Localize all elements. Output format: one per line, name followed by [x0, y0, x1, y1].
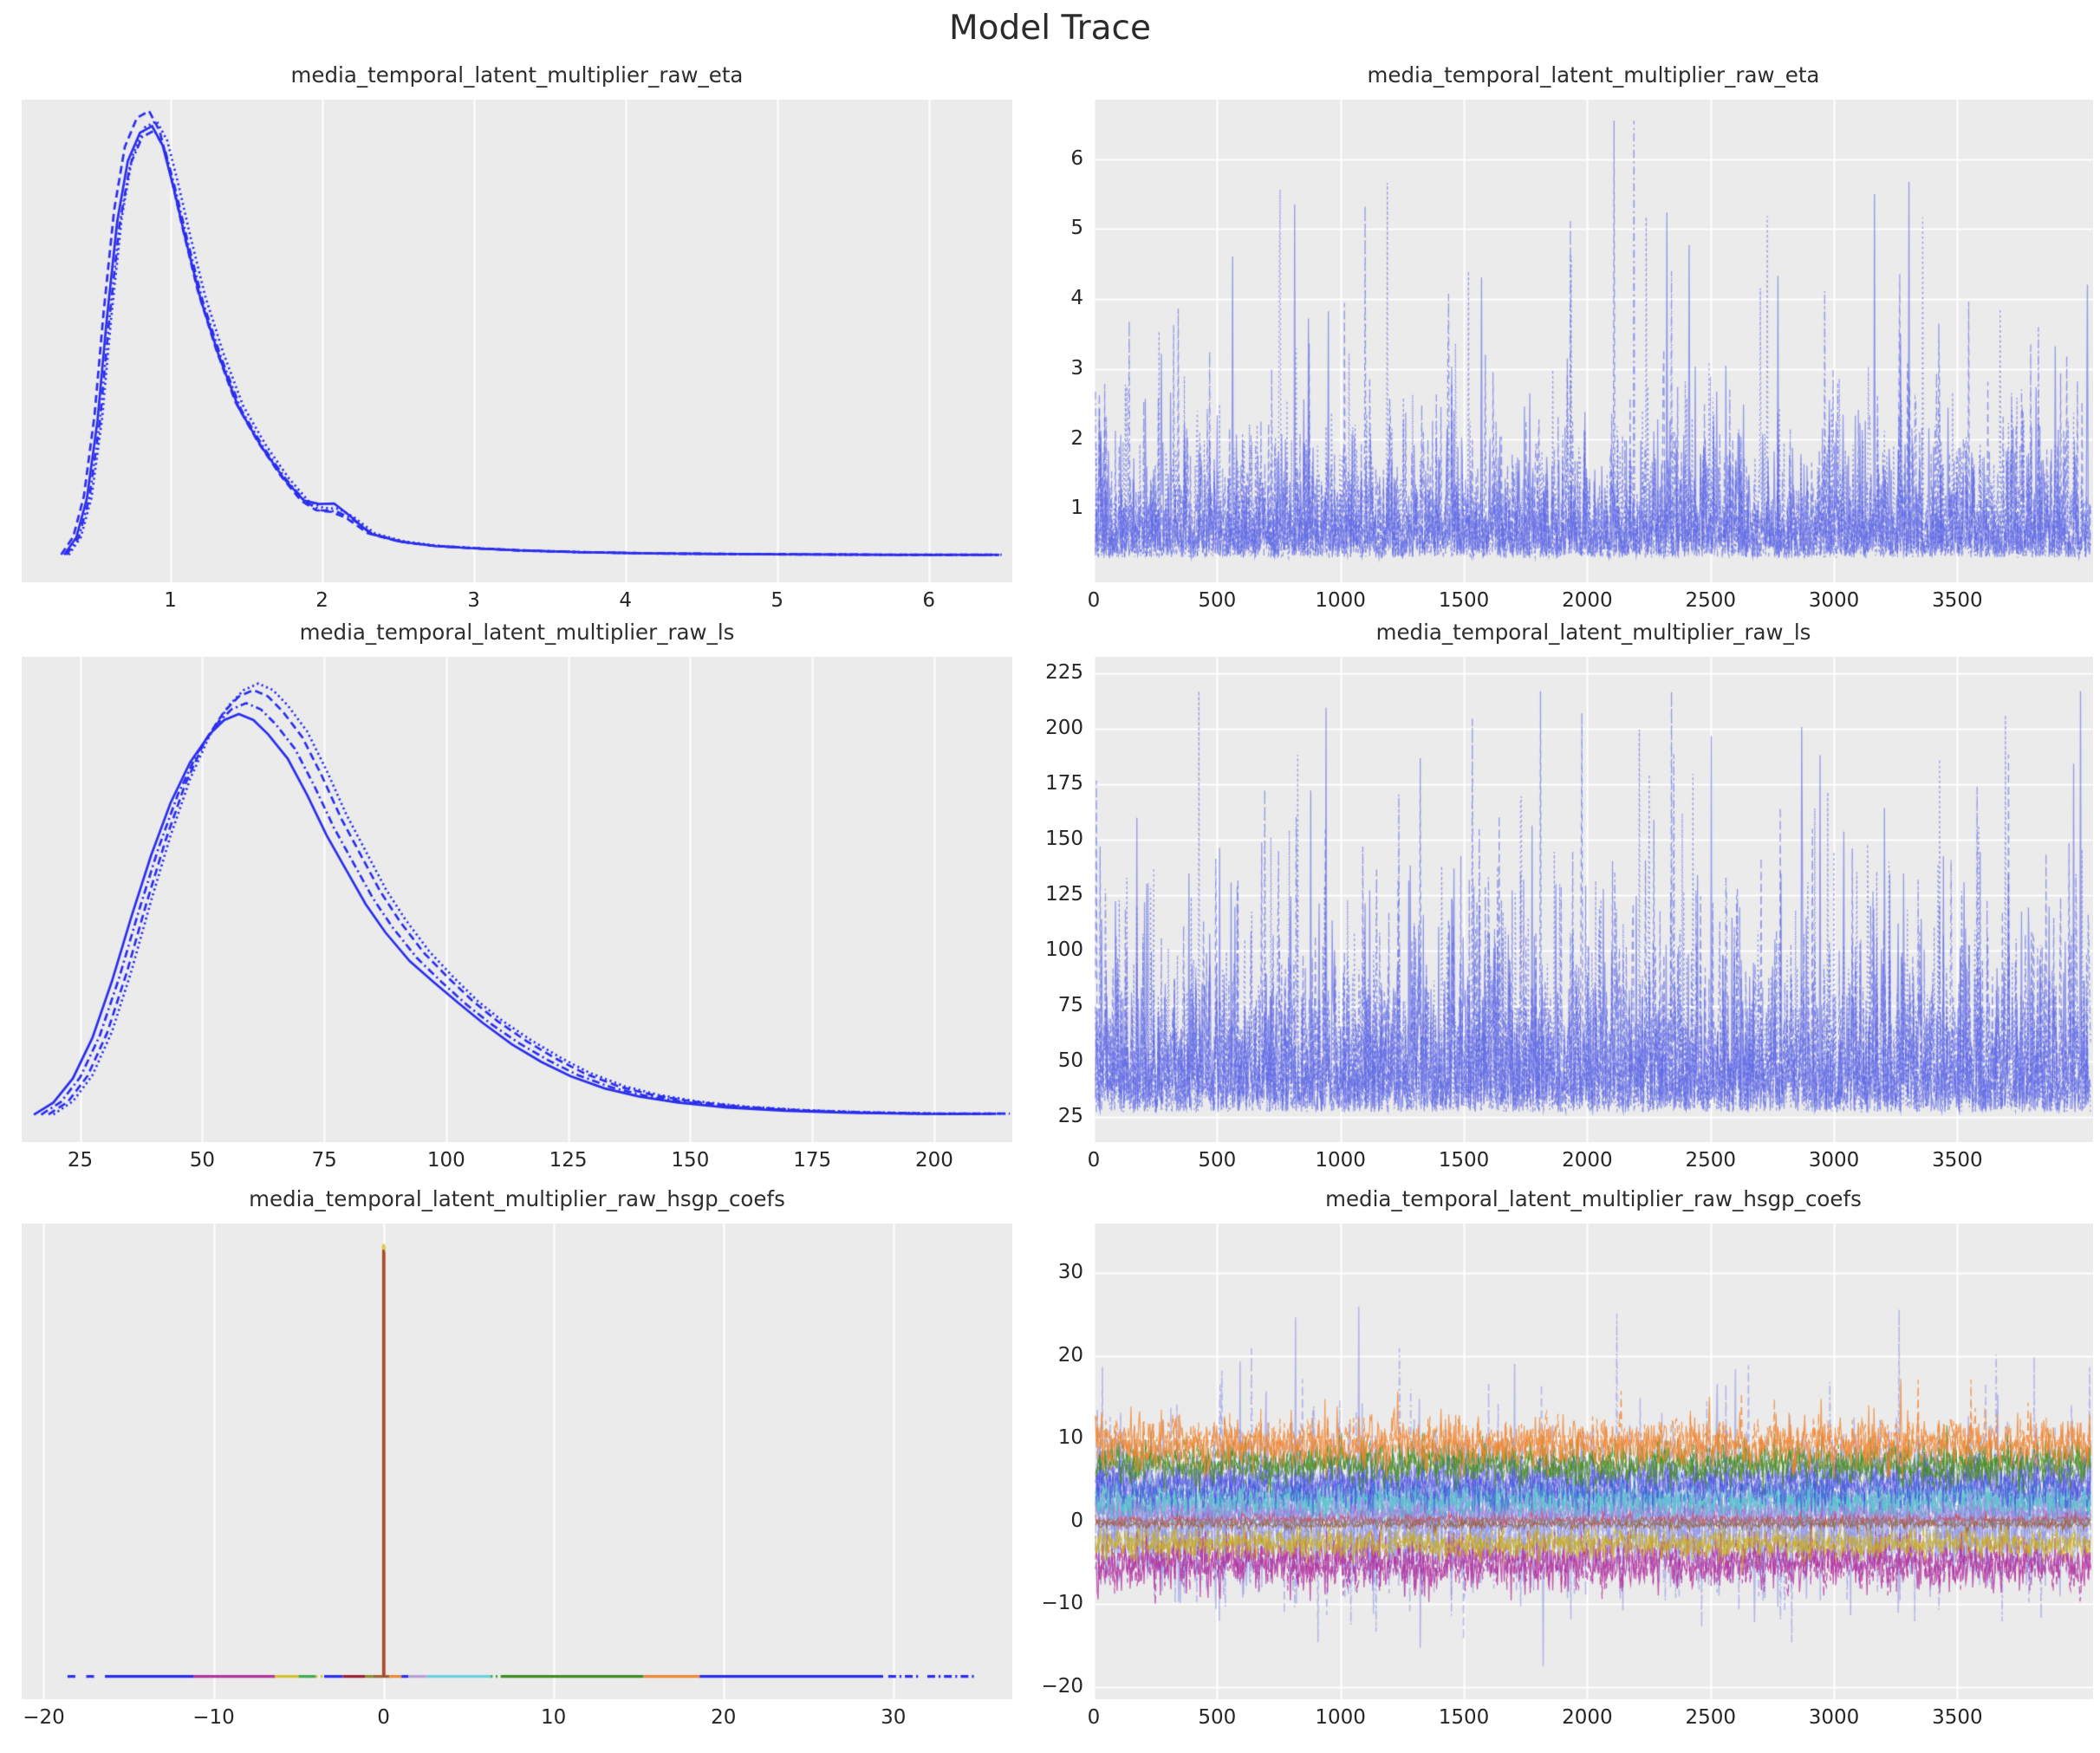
x-tick-label: 50	[189, 1149, 215, 1172]
x-tick-label: 3	[467, 589, 480, 612]
y-tick-label: 125	[1045, 882, 1083, 906]
y-tick-label: −20	[1041, 1674, 1083, 1698]
subplot-title-ls-kde: media_temporal_latent_multiplier_raw_ls	[299, 620, 735, 645]
plot-canvas-ls-trace	[1094, 657, 2093, 1142]
y-tick-label: 6	[1070, 146, 1083, 170]
y-tick-label: 0	[1070, 1509, 1083, 1532]
subplot-title-eta-trace: media_temporal_latent_multiplier_raw_eta	[1367, 62, 1820, 88]
x-tick-label: 1500	[1438, 1706, 1490, 1729]
x-tick-label: 3500	[1932, 1706, 1983, 1729]
x-tick-label: 4	[619, 589, 632, 612]
x-tick-label: 125	[549, 1149, 588, 1172]
x-tick-label: 175	[793, 1149, 832, 1172]
y-tick-label: 4	[1070, 287, 1083, 310]
x-tick-label: 3500	[1932, 1149, 1983, 1172]
y-tick-label: 100	[1045, 938, 1083, 961]
subplot-title-eta-kde: media_temporal_latent_multiplier_raw_eta	[290, 62, 744, 88]
x-tick-label: 0	[377, 1706, 390, 1729]
y-tick-label: 225	[1045, 661, 1083, 685]
x-tick-label: 500	[1198, 1706, 1237, 1729]
x-tick-label: 2500	[1685, 1706, 1736, 1729]
x-tick-label: 25	[67, 1149, 94, 1172]
x-tick-label: 30	[881, 1706, 907, 1729]
y-tick-label: 2	[1070, 426, 1083, 450]
y-tick-label: 30	[1057, 1261, 1083, 1284]
x-tick-label: 1	[164, 589, 177, 612]
plot-canvas-eta-trace	[1094, 100, 2093, 582]
y-tick-label: 5	[1070, 217, 1083, 240]
x-tick-label: 500	[1198, 589, 1237, 612]
x-tick-label: 6	[922, 589, 936, 612]
x-tick-label: 1000	[1315, 1706, 1366, 1729]
x-tick-label: 3000	[1808, 1706, 1860, 1729]
x-tick-label: 2000	[1562, 589, 1613, 612]
y-tick-label: 1	[1070, 497, 1083, 520]
x-tick-label: 0	[1087, 1706, 1101, 1729]
y-tick-label: 150	[1045, 827, 1083, 850]
x-tick-label: 200	[914, 1149, 953, 1172]
x-tick-label: 0	[1087, 589, 1101, 612]
x-tick-label: 1500	[1438, 589, 1490, 612]
y-tick-label: 175	[1045, 772, 1083, 795]
x-tick-label: 20	[711, 1706, 737, 1729]
y-tick-label: 50	[1057, 1049, 1083, 1072]
x-tick-label: −10	[192, 1706, 235, 1729]
x-tick-label: 2500	[1685, 589, 1736, 612]
subplot-title-hsgp-trace: media_temporal_latent_multiplier_raw_hsg…	[1325, 1186, 1862, 1211]
x-tick-label: 1000	[1315, 589, 1366, 612]
plot-canvas-hsgp-kde	[22, 1224, 1012, 1699]
x-tick-label: 5	[770, 589, 783, 612]
x-tick-label: 2000	[1562, 1706, 1613, 1729]
y-tick-label: 75	[1057, 993, 1083, 1016]
x-tick-label: 100	[426, 1149, 465, 1172]
y-tick-label: 10	[1057, 1426, 1083, 1450]
x-tick-label: −20	[23, 1706, 65, 1729]
subplot-title-ls-trace: media_temporal_latent_multiplier_raw_ls	[1375, 620, 1811, 645]
y-tick-label: 25	[1057, 1104, 1083, 1127]
y-tick-label: −10	[1041, 1592, 1083, 1615]
subplot-title-hsgp-kde: media_temporal_latent_multiplier_raw_hsg…	[249, 1186, 785, 1211]
x-tick-label: 3500	[1932, 589, 1983, 612]
x-tick-label: 500	[1198, 1149, 1237, 1172]
x-tick-label: 150	[671, 1149, 710, 1172]
x-tick-label: 3000	[1808, 589, 1860, 612]
y-tick-label: 3	[1070, 356, 1083, 380]
x-tick-label: 10	[541, 1706, 567, 1729]
x-tick-label: 1000	[1315, 1149, 1366, 1172]
plot-canvas-ls-kde	[22, 657, 1012, 1142]
x-tick-label: 2	[315, 589, 328, 612]
x-tick-label: 0	[1087, 1149, 1101, 1172]
y-tick-label: 20	[1057, 1343, 1083, 1367]
x-tick-label: 3000	[1808, 1149, 1860, 1172]
figure-title: Model Trace	[949, 9, 1151, 48]
y-tick-label: 200	[1045, 717, 1083, 740]
x-tick-label: 2500	[1685, 1149, 1736, 1172]
plot-canvas-hsgp-trace	[1094, 1224, 2093, 1699]
x-tick-label: 75	[311, 1149, 337, 1172]
plot-canvas-eta-kde	[22, 100, 1012, 582]
x-tick-label: 1500	[1438, 1149, 1490, 1172]
x-tick-label: 2000	[1562, 1149, 1613, 1172]
